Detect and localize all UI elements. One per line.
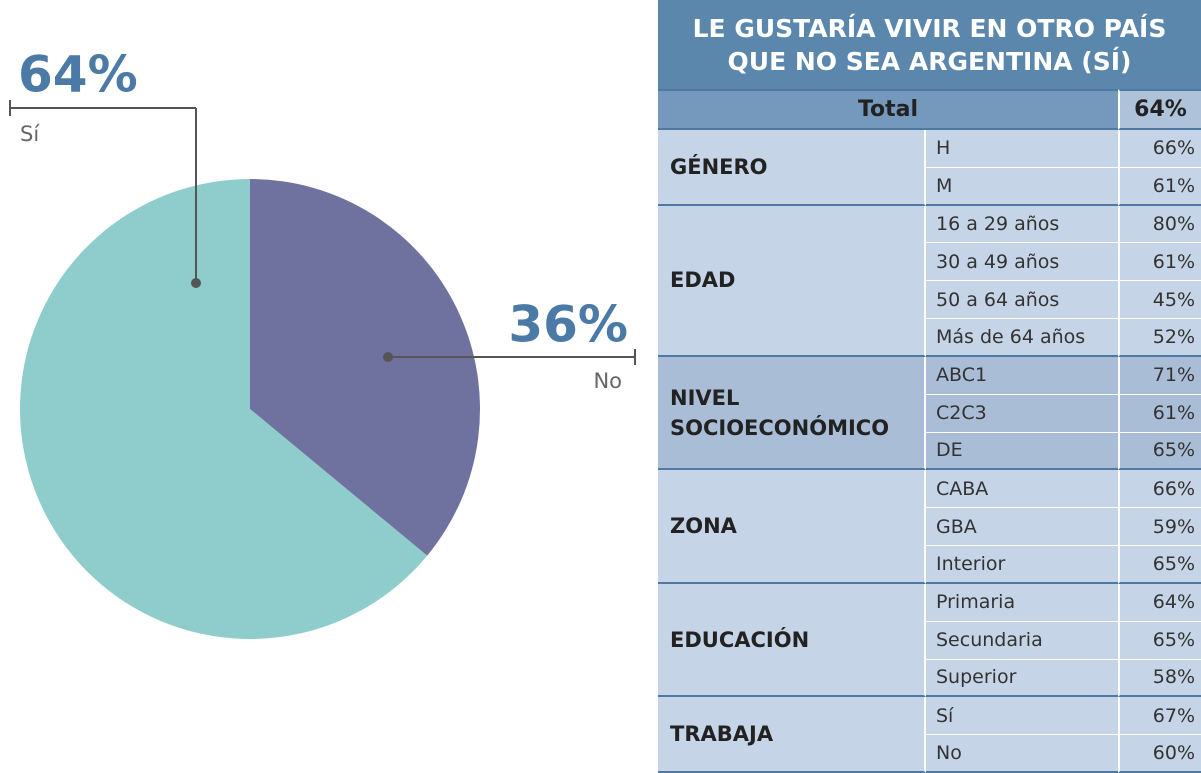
row-label: Interior	[926, 546, 1118, 584]
group-label: ZONA	[658, 470, 926, 584]
row-value: 65%	[1118, 432, 1201, 471]
leader-dot	[191, 278, 201, 288]
row-label: ABC1	[926, 356, 1118, 395]
leader-dot	[383, 352, 393, 362]
row-value: 71%	[1118, 356, 1201, 395]
row-value: 67%	[1118, 697, 1201, 736]
data-label: 36%	[508, 296, 628, 354]
row-label: DE	[926, 432, 1118, 471]
pie-chart: 64% Sí 36% No	[9, 46, 636, 639]
row-label: 50 a 64 años	[926, 281, 1118, 320]
table: LE GUSTARÍA VIVIR EN OTRO PAÍS QUE NO SE…	[658, 0, 1201, 773]
row-value: 61%	[1118, 394, 1201, 433]
row-label: No	[926, 735, 1118, 773]
group-label: TRABAJA	[658, 697, 926, 773]
row-value: 80%	[1118, 205, 1201, 244]
row-label: H	[926, 130, 1118, 168]
row-label: GBA	[926, 508, 1118, 547]
row-value: 61%	[1118, 243, 1201, 282]
total-label: Total	[658, 89, 1118, 130]
total-value: 64%	[1118, 89, 1201, 130]
row-value: 65%	[1118, 621, 1201, 660]
pie-slice	[19, 179, 428, 639]
row-value: 45%	[1118, 281, 1201, 320]
group-label: EDUCACIÓN	[658, 583, 926, 698]
row-value: 52%	[1118, 319, 1201, 357]
row-value: 64%	[1118, 583, 1201, 622]
row-label: C2C3	[926, 394, 1118, 433]
row-value: 65%	[1118, 546, 1201, 584]
row-value: 58%	[1118, 659, 1201, 698]
row-label: CABA	[926, 470, 1118, 509]
group-label: EDAD	[658, 205, 926, 357]
pie-slice	[250, 179, 480, 556]
legend-label: No	[593, 369, 622, 393]
row-value: 66%	[1118, 470, 1201, 509]
legend-label: Sí	[20, 122, 40, 146]
row-value: 60%	[1118, 735, 1201, 773]
data-label: 64%	[18, 46, 138, 104]
row-label: Más de 64 años	[926, 319, 1118, 357]
row-label: M	[926, 167, 1118, 206]
row-label: Sí	[926, 697, 1118, 736]
group-label: GÉNERO	[658, 130, 926, 206]
row-value: 66%	[1118, 130, 1201, 168]
row-label: 30 a 49 años	[926, 243, 1118, 282]
row-label: Superior	[926, 659, 1118, 698]
group-label: NIVEL SOCIOECONÓMICO	[658, 356, 926, 471]
row-label: Primaria	[926, 583, 1118, 622]
row-label: 16 a 29 años	[926, 205, 1118, 244]
row-label: Secundaria	[926, 621, 1118, 660]
table-title: LE GUSTARÍA VIVIR EN OTRO PAÍS QUE NO SE…	[658, 0, 1201, 89]
row-value: 59%	[1118, 508, 1201, 547]
row-value: 61%	[1118, 167, 1201, 206]
